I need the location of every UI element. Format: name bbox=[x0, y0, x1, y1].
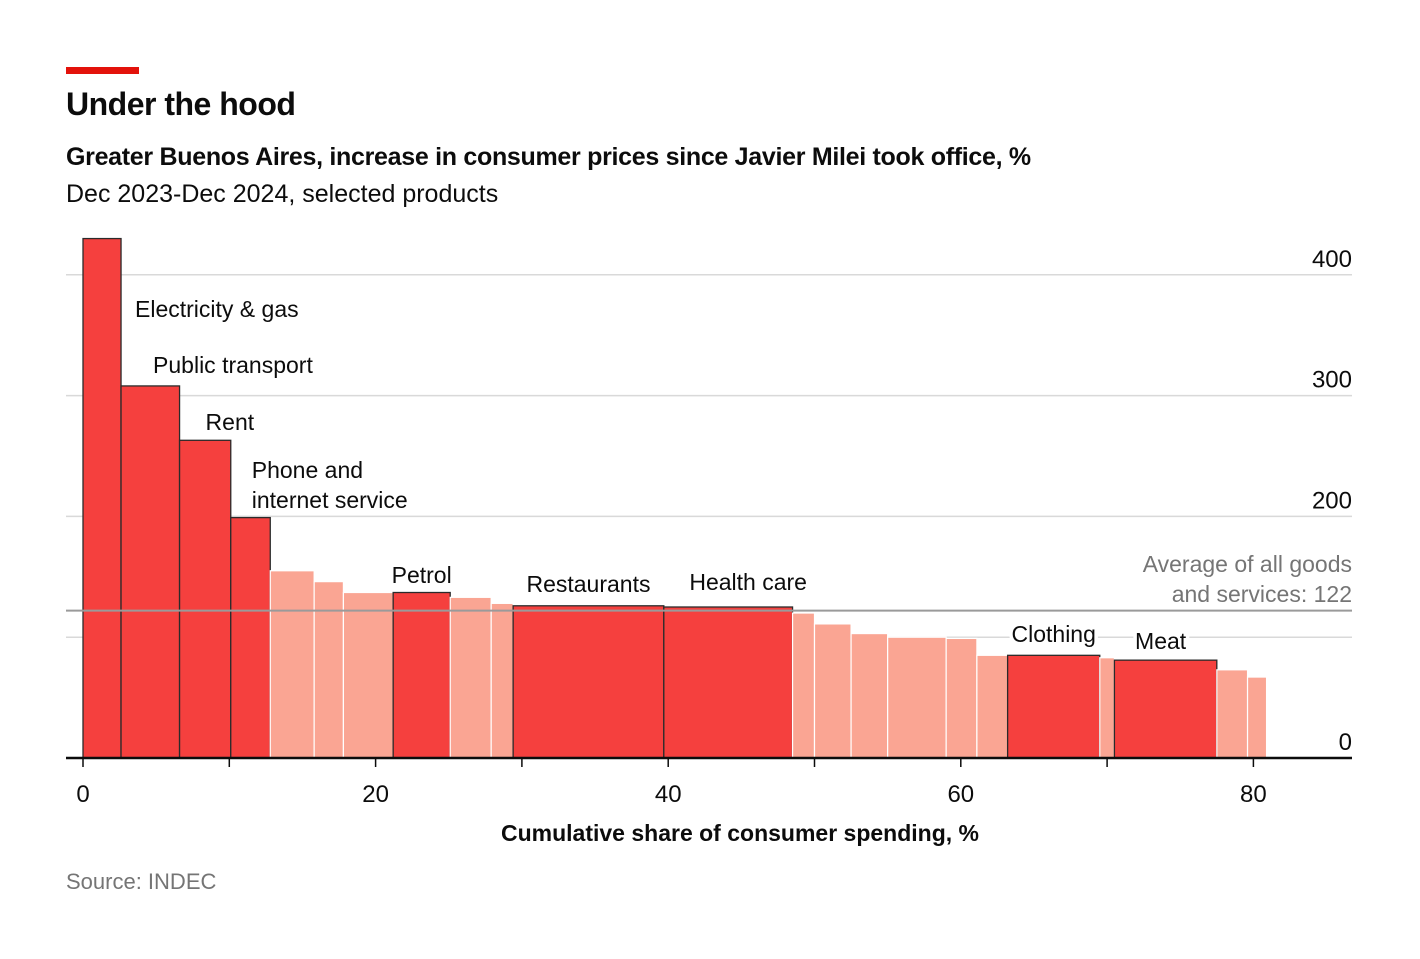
bar-5 bbox=[313, 581, 345, 759]
bar-12 bbox=[791, 612, 816, 759]
bar-9 bbox=[490, 602, 514, 759]
bar-15 bbox=[887, 636, 947, 759]
brand-accent-bar bbox=[66, 67, 139, 74]
chart-title: Under the hood bbox=[66, 86, 296, 122]
bar-13 bbox=[813, 623, 852, 759]
x-tick-label-0: 0 bbox=[76, 781, 89, 808]
x-tick-label-60: 60 bbox=[947, 781, 974, 808]
y-tick-label-400: 400 bbox=[1312, 246, 1352, 273]
y-tick-label-200: 200 bbox=[1312, 487, 1352, 514]
axes: 0 200 300 400 0 20 40 60 80 bbox=[66, 246, 1352, 808]
y-tick-label-300: 300 bbox=[1312, 367, 1352, 394]
bar-11 bbox=[663, 606, 794, 759]
bar-label-meat: Meat bbox=[1135, 628, 1187, 654]
bar-label-rent: Rent bbox=[206, 409, 255, 435]
bar-label-restaurants: Restaurants bbox=[526, 571, 650, 597]
bar-label-phone-line2: internet service bbox=[252, 487, 408, 513]
bar-label-health-care: Health care bbox=[689, 569, 807, 595]
bar-18 bbox=[1006, 654, 1101, 759]
bar-label-phone-internet: Phone and internet service bbox=[252, 457, 408, 513]
bar-21 bbox=[1216, 669, 1249, 759]
chart-subtitle: Greater Buenos Aires, increase in consum… bbox=[66, 143, 1031, 171]
bar-8 bbox=[449, 596, 492, 759]
bar-17 bbox=[976, 654, 1009, 759]
bar-14 bbox=[850, 632, 889, 759]
x-axis-title: Cumulative share of consumer spending, % bbox=[501, 820, 979, 846]
bar-3 bbox=[230, 516, 271, 759]
x-tick-label-80: 80 bbox=[1240, 781, 1267, 808]
bar-1 bbox=[120, 385, 181, 759]
average-label-line2: and services: 122 bbox=[1172, 581, 1352, 607]
bar-16 bbox=[945, 637, 978, 759]
bars bbox=[82, 237, 1268, 759]
average-label-line1: Average of all goods bbox=[1143, 551, 1352, 577]
bar-label-clothing: Clothing bbox=[1012, 621, 1096, 647]
bar-label-public-transport: Public transport bbox=[153, 352, 313, 378]
bar-label-petrol: Petrol bbox=[392, 562, 452, 588]
bar-label-electricity-gas: Electricity & gas bbox=[135, 296, 299, 322]
average-annotation: Average of all goods and services: 122 bbox=[66, 551, 1352, 612]
x-tick-label-20: 20 bbox=[362, 781, 389, 808]
bar-19 bbox=[1099, 657, 1116, 759]
y-tick-label-0: 0 bbox=[1339, 729, 1352, 756]
source-note: Source: INDEC bbox=[66, 869, 217, 894]
bar-20 bbox=[1113, 659, 1218, 759]
bar-7 bbox=[392, 591, 451, 759]
bar-2 bbox=[178, 439, 232, 759]
bar-22 bbox=[1246, 676, 1268, 759]
bar-labels: Electricity & gas Public transport Rent Pho… bbox=[132, 293, 1191, 658]
bar-4 bbox=[269, 570, 315, 759]
chart-date-range: Dec 2023-Dec 2024, selected products bbox=[66, 180, 499, 208]
bar-10 bbox=[512, 605, 665, 759]
x-tick-label-40: 40 bbox=[655, 781, 682, 808]
bar-0 bbox=[82, 237, 122, 759]
bar-6 bbox=[342, 591, 394, 759]
bar-label-phone-line1: Phone and bbox=[252, 457, 363, 483]
